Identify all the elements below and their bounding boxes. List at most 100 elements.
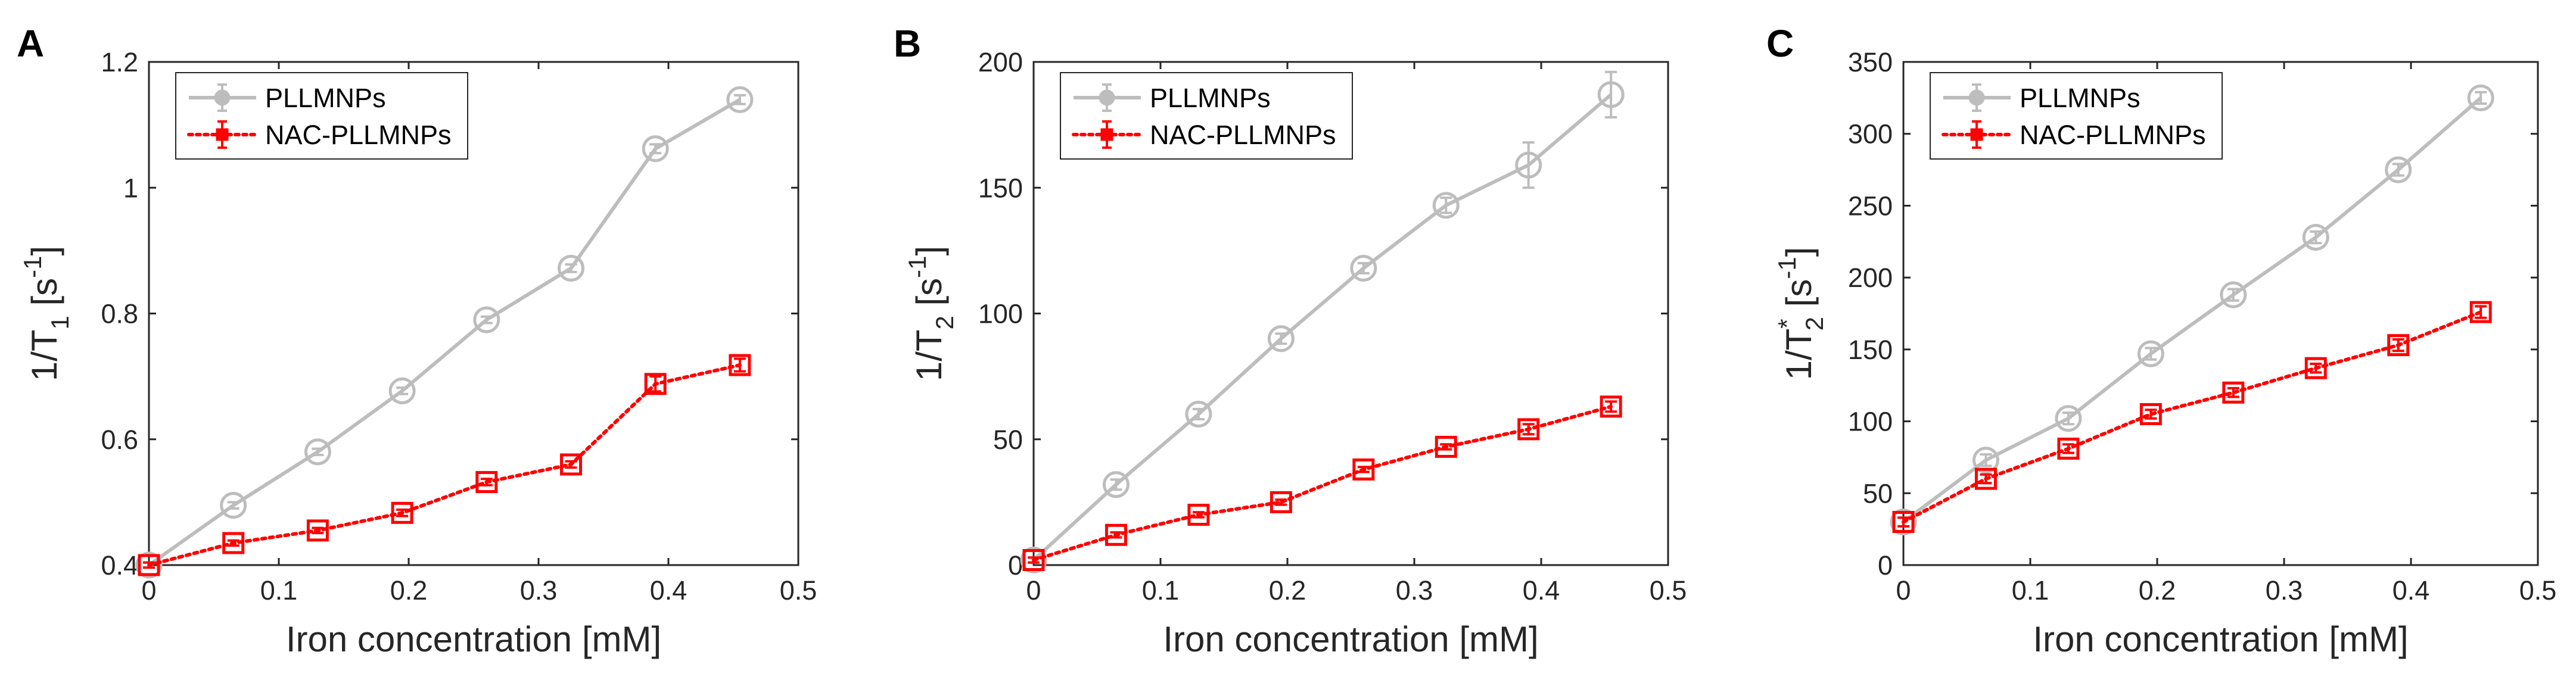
x-tick-label: 0.4 (1523, 575, 1560, 606)
data-point (2220, 281, 2247, 308)
legend-marker (1968, 89, 1985, 106)
legend-item: PLLMNPs (189, 83, 386, 113)
data-point (1270, 491, 1292, 513)
y-label-unit-close: ] (1779, 247, 1819, 257)
series-line (1902, 96, 2482, 523)
x-tick-label: 0.1 (1142, 575, 1180, 606)
legend-label: PLLMNPs (1150, 83, 1271, 113)
x-tick-label: 0.1 (260, 575, 298, 606)
y-label-unit-close: ] (909, 246, 949, 256)
y-tick-label: 50 (1863, 478, 1893, 509)
legend-label: NAC-PLLMNPs (265, 120, 452, 150)
panel-a: A 0 0.1 0.2 0.3 0.4 0.5 0.4 0.6 0.8 1 1.2 Iron conce… (17, 22, 817, 659)
data-point (1105, 523, 1127, 546)
panel-c: C 0 0.1 0.2 0.3 0.4 0.5 0 50 100 150 200 250 300 350 Ir… (1766, 22, 2556, 659)
data-point (560, 453, 582, 476)
data-point (1022, 549, 1045, 572)
y-tick-label: 150 (1848, 335, 1893, 365)
data-point (391, 501, 413, 524)
legend-label: NAC-PLLMNPs (1150, 120, 1336, 150)
series-nac-pllmnps (1022, 395, 1622, 572)
y-label-unit-sup: -1 (18, 255, 46, 277)
y-label-sub: 1 (46, 316, 74, 329)
y-label-unit: [s (909, 278, 949, 316)
x-axis-label: Iron concentration [mM] (2033, 619, 2408, 659)
x-tick-label: 0 (141, 575, 156, 606)
y-tick-label: 50 (993, 425, 1023, 455)
data-point (2139, 403, 2162, 425)
data-point (2304, 357, 2327, 379)
data-point (1974, 467, 1997, 490)
series-line (1032, 93, 1613, 562)
data-point (1515, 151, 1542, 179)
panel-letter: B (894, 22, 921, 65)
data-point (1350, 254, 1377, 282)
data-point (222, 532, 245, 554)
x-tick-label: 0.5 (2519, 575, 2557, 606)
data-point (306, 519, 329, 542)
axes-box (1902, 61, 2539, 566)
legend-box (1060, 72, 1353, 160)
x-tick-label: 0.2 (2139, 575, 2176, 606)
x-tick-label: 0.2 (390, 575, 428, 606)
legend-marker (1970, 128, 1983, 141)
y-label-sub: 2 (931, 316, 959, 329)
data-point (2137, 340, 2164, 367)
y-label-unit: [s (24, 278, 64, 316)
legend-item: PLLMNPs (1074, 83, 1271, 113)
data-point (2055, 405, 2082, 432)
panel-letter: A (17, 22, 44, 65)
y-label-base: 1/T (1779, 329, 1819, 380)
y-tick-label: 1 (123, 173, 138, 203)
y-tick-label: 0.6 (101, 425, 138, 455)
y-tick-label: 100 (978, 299, 1023, 329)
x-tick-label: 0.2 (1269, 575, 1306, 606)
data-point (2385, 156, 2412, 183)
data-point (1597, 81, 1625, 108)
legend-label: NAC-PLLMNPs (2020, 120, 2206, 150)
data-point (304, 438, 331, 466)
legend-label: PLLMNPs (2020, 83, 2141, 113)
data-point (2302, 224, 2329, 251)
y-axis-label: 1/T*2 [s-1] (1773, 247, 1828, 380)
data-point (1890, 509, 1917, 536)
legend: PLLMNPs NAC-PLLMNPs (175, 72, 468, 160)
data-point (1020, 547, 1047, 574)
series-line (1032, 404, 1613, 562)
y-label-sup: * (1773, 319, 1801, 328)
data-point (729, 354, 751, 376)
data-point (388, 377, 416, 404)
y-axis-label: 1/T2 [s-1] (903, 246, 959, 381)
legend-marker (216, 128, 229, 141)
x-tick-label: 0 (1026, 575, 1041, 606)
legend-item: NAC-PLLMNPs (187, 120, 452, 150)
legend-box (175, 72, 468, 160)
y-label-base: 1/T (24, 330, 64, 382)
series-pllmnps (135, 86, 754, 579)
y-tick-label: 250 (1848, 191, 1893, 221)
data-point (1972, 447, 1999, 474)
data-point (558, 254, 584, 282)
legend-label: PLLMNPs (265, 83, 386, 113)
data-point (1352, 458, 1375, 481)
y-label-unit-sup: -1 (1773, 257, 1801, 279)
legend-marker (214, 89, 231, 106)
x-tick-label: 0.3 (2266, 575, 2303, 606)
data-point (475, 471, 498, 494)
x-axis-label: Iron concentration [mM] (1163, 619, 1538, 659)
y-label-unit-close: ] (24, 246, 64, 256)
data-point (1892, 511, 1915, 534)
legend: PLLMNPs NAC-PLLMNPs (1930, 72, 2223, 160)
y-tick-label: 100 (1848, 407, 1893, 437)
data-point (473, 306, 500, 333)
data-point (644, 373, 667, 395)
y-tick-label: 200 (978, 47, 1023, 77)
legend-marker (1100, 128, 1113, 141)
data-point (726, 86, 754, 113)
y-tick-label: 200 (1848, 263, 1893, 293)
data-point (2469, 301, 2492, 323)
y-tick-label: 0 (1878, 550, 1893, 581)
y-tick-label: 0.4 (101, 550, 138, 581)
series-line (1902, 310, 2483, 524)
